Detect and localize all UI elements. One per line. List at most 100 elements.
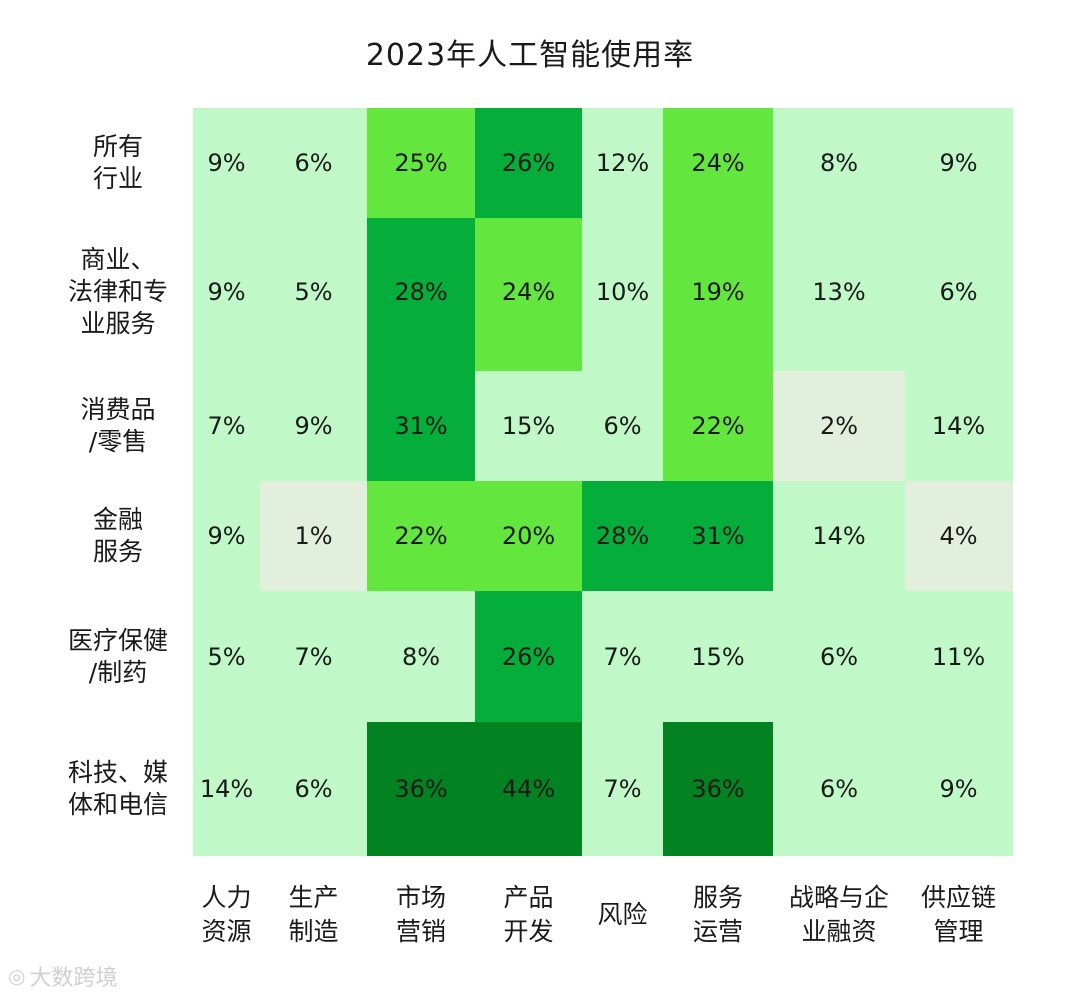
- cell-value-label: 31%: [691, 522, 745, 550]
- heatmap-cell: [260, 722, 368, 856]
- cell-value-label: 8%: [819, 149, 859, 177]
- cell-value-label: 7%: [294, 642, 333, 671]
- cell-value-label: 9%: [207, 278, 246, 306]
- cell-value-label: 26%: [501, 642, 556, 671]
- heatmap-cell: [193, 591, 261, 723]
- cell-value-label: 28%: [394, 278, 448, 306]
- heatmap-cell: [475, 591, 583, 723]
- cell-value-label: 10%: [595, 278, 650, 306]
- heatmap-cell: [663, 371, 774, 482]
- heatmap-cell: [663, 722, 774, 856]
- cell-value-label: 25%: [394, 149, 448, 177]
- heatmap-cell: [582, 481, 664, 592]
- cell-value-label: 9%: [207, 522, 246, 550]
- cell-value-label: 2%: [819, 412, 859, 440]
- column-label: 风险: [597, 900, 648, 929]
- cell-value-label: 44%: [501, 774, 556, 803]
- heatmap-cell: [582, 722, 664, 856]
- cell-value-label: 22%: [691, 412, 745, 440]
- cell-value-label: 31%: [394, 412, 448, 440]
- heatmap-cell: [582, 108, 664, 219]
- cell-value-label: 14%: [931, 412, 986, 440]
- heatmap-cell: [260, 371, 368, 482]
- heatmap-cell: [663, 481, 774, 592]
- cell-value-label: 15%: [501, 412, 556, 440]
- column-label: 供应链 管理: [920, 883, 996, 946]
- watermark-text: 大数跨境: [29, 966, 118, 991]
- heatmap-cell: [193, 722, 261, 856]
- chart-title: 2023年人工智能使用率: [365, 38, 695, 73]
- row-label: 商业、 法律和专 业服务: [67, 245, 168, 338]
- column-label: 市场 营销: [395, 883, 446, 946]
- heatmap-cell: [905, 218, 1013, 372]
- row-label: 消费品 /零售: [80, 395, 156, 456]
- heatmap-cell: [905, 108, 1013, 219]
- heatmap-cell: [475, 722, 583, 856]
- column-label: 生产 制造: [288, 883, 339, 946]
- cell-value-label: 7%: [207, 412, 246, 440]
- heatmap-cell: [475, 481, 583, 592]
- cell-value-label: 4%: [939, 522, 978, 550]
- cell-value-label: 8%: [401, 642, 441, 671]
- cell-value-label: 6%: [819, 774, 859, 803]
- heatmap-cell: [367, 481, 476, 592]
- cell-value-label: 11%: [931, 642, 986, 671]
- heatmap-cell: [773, 722, 906, 856]
- heatmap-cell: [773, 371, 906, 482]
- heatmap-cell: [475, 218, 583, 372]
- heatmap-cell: [905, 371, 1013, 482]
- cell-value-label: 13%: [812, 278, 866, 306]
- cell-value-label: 36%: [691, 774, 745, 803]
- brand-logo-icon: ◎: [8, 964, 26, 988]
- cell-value-label: 9%: [207, 149, 246, 177]
- cell-value-label: 1%: [294, 522, 333, 550]
- cell-value-label: 26%: [501, 149, 556, 177]
- heatmap-cell: [193, 218, 261, 372]
- cell-value-label: 6%: [294, 774, 333, 803]
- heatmap-cell: [905, 481, 1013, 592]
- cell-value-label: 12%: [595, 149, 650, 177]
- heatmap-cell: [367, 108, 476, 219]
- cell-value-label: 7%: [603, 774, 642, 803]
- heatmap-cell: [773, 108, 906, 219]
- heatmap-cell: [193, 481, 261, 592]
- cell-value-label: 9%: [294, 412, 333, 440]
- heatmap-cell: [905, 722, 1013, 856]
- heatmap-cell: [367, 218, 476, 372]
- heatmap-cell: [367, 722, 476, 856]
- heatmap-cell: [475, 371, 583, 482]
- cell-value-label: 24%: [501, 278, 556, 306]
- heatmap-cell: [773, 218, 906, 372]
- heatmap-cell: [582, 371, 664, 482]
- heatmap-cell: [260, 108, 368, 219]
- cell-value-label: 19%: [691, 278, 745, 306]
- cell-value-label: 5%: [294, 278, 333, 306]
- column-label: 产品 开发: [503, 883, 554, 946]
- cell-value-label: 6%: [294, 149, 333, 177]
- cell-value-label: 22%: [394, 522, 448, 550]
- heatmap-cell: [260, 218, 368, 372]
- cell-value-label: 6%: [939, 278, 978, 306]
- heatmap-cell: [260, 481, 368, 592]
- heatmap-cell: [663, 591, 774, 723]
- cell-value-label: 15%: [691, 642, 745, 671]
- cell-value-label: 9%: [939, 149, 978, 177]
- cell-value-label: 36%: [394, 774, 448, 803]
- column-label: 人力 资源: [201, 883, 252, 946]
- cell-value-label: 14%: [812, 522, 866, 550]
- heatmap-cell: [367, 371, 476, 482]
- heatmap-cell: [663, 108, 774, 219]
- heatmap-cell: [582, 218, 664, 372]
- cell-value-label: 6%: [819, 642, 859, 671]
- cell-value-label: 20%: [501, 522, 556, 550]
- row-label: 所有 行业: [92, 132, 143, 193]
- cell-value-label: 28%: [595, 522, 650, 550]
- column-label: 战略与企 业融资: [788, 883, 889, 946]
- row-label: 金融 服务: [92, 505, 143, 566]
- heatmap-cell: [193, 371, 261, 482]
- row-label: 科技、媒 体和电信: [67, 757, 168, 819]
- cell-value-label: 5%: [207, 642, 246, 671]
- heatmap-cell: [773, 481, 906, 592]
- cell-value-label: 14%: [199, 774, 254, 803]
